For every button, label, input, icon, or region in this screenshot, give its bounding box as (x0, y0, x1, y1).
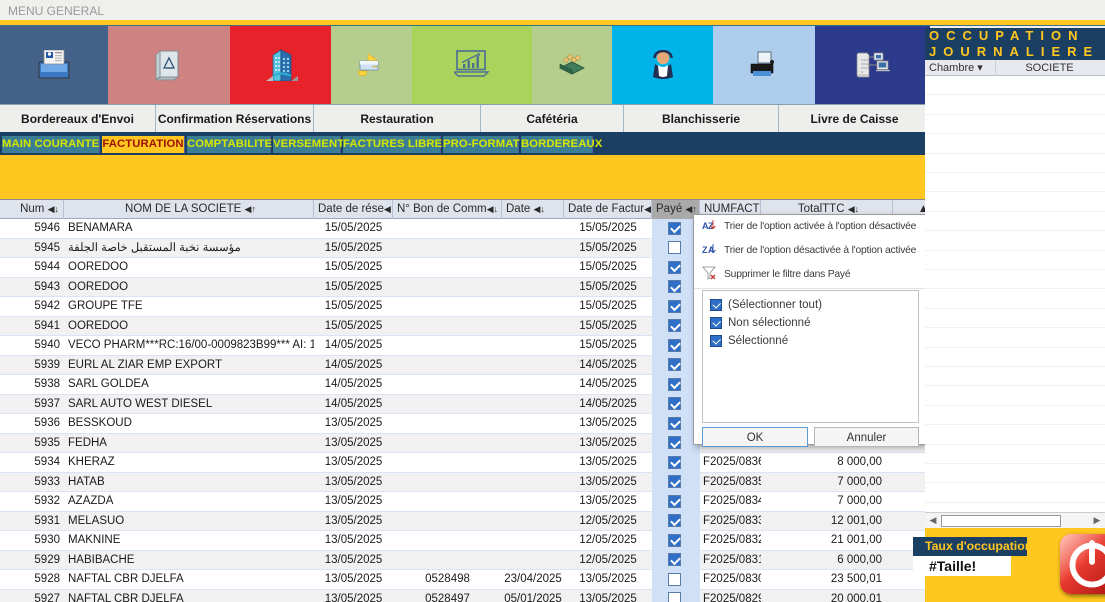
svg-text:A: A (708, 245, 715, 255)
